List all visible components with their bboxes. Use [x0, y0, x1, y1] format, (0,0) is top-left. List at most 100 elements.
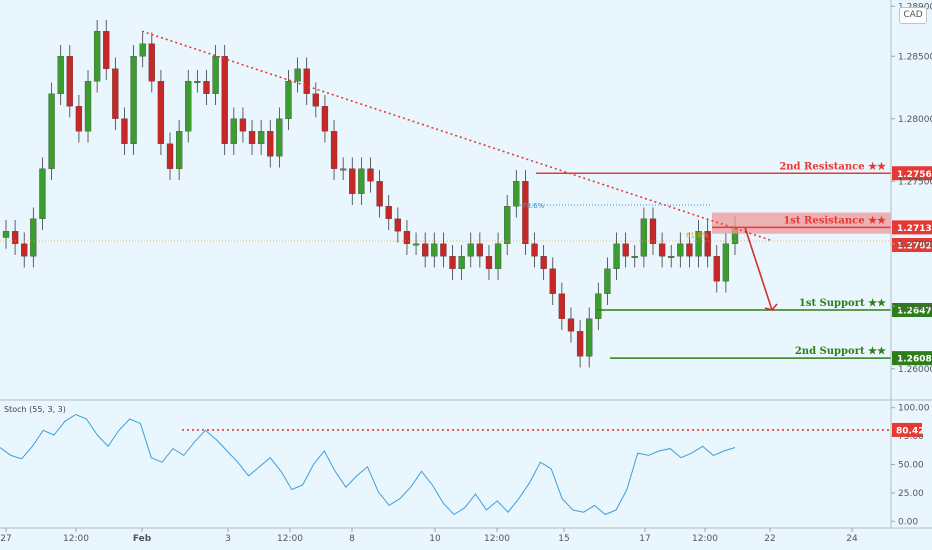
candle-body — [376, 181, 383, 207]
candle-body — [504, 206, 511, 244]
candle-body — [385, 206, 392, 219]
candle-body — [285, 81, 292, 119]
candle-body — [340, 168, 347, 171]
candle-body — [84, 81, 92, 132]
candle-body — [485, 256, 493, 269]
candle-body — [157, 81, 165, 144]
candle-body — [412, 243, 420, 246]
osc-tick-label: 0.00 — [898, 517, 918, 527]
candle-body — [567, 318, 575, 332]
candle-body — [513, 181, 520, 207]
candle-body — [613, 243, 620, 269]
osc-tick-label: 75.00 — [898, 432, 924, 442]
time-tick-label: 12:00 — [63, 534, 89, 544]
price-tick-label: 1.28500 — [898, 52, 932, 62]
fib-618-label: 61.8% — [686, 232, 709, 240]
candle-body — [57, 56, 64, 94]
candle-body — [586, 318, 593, 357]
level-price-tag — [892, 166, 932, 181]
candle-body — [458, 256, 465, 269]
level-name-label: 1st Resistance ★★ — [783, 215, 886, 226]
candle-body — [640, 218, 648, 257]
candle-body — [431, 243, 438, 257]
candle-body — [330, 131, 338, 169]
stochastic-line — [0, 413, 736, 516]
price-tick-label: 1.27500 — [898, 177, 932, 187]
candle-body — [321, 106, 329, 132]
forecast-arrow-line — [744, 227, 773, 311]
descending-trendline — [141, 30, 771, 241]
candle-body — [148, 43, 155, 82]
candle-body — [622, 243, 629, 257]
stoch-level-label: 80.42 — [896, 426, 924, 436]
candle-body — [93, 31, 101, 82]
candle-body — [558, 293, 566, 319]
level-price-label: 1.27564 — [897, 170, 932, 180]
candle-body — [166, 143, 174, 169]
candle-body — [212, 56, 219, 94]
candle-body — [668, 256, 675, 258]
level-price-tag — [892, 220, 932, 235]
candle-body — [312, 93, 319, 107]
candle-body — [48, 93, 55, 169]
candle-body — [704, 231, 711, 257]
level-price-tag — [892, 351, 932, 366]
candle-body — [75, 106, 83, 132]
candle-body — [494, 243, 502, 269]
candle-body — [248, 131, 256, 144]
stochastic-panel: Stoch (55, 3, 3) 100.00 75.00 50.00 25.00 0.0… — [0, 404, 930, 527]
candle-body — [658, 243, 666, 257]
candle-body — [11, 231, 19, 244]
candle-body — [194, 81, 201, 83]
price-axis: 1.26000 1.26500 1.27000 1.27500 1.28000 1.285… — [0, 0, 932, 528]
candle-body — [595, 293, 602, 319]
time-tick-label: 15 — [558, 534, 569, 544]
candle-body — [631, 256, 638, 258]
candle-body — [686, 243, 693, 257]
price-tick-label: 1.26500 — [898, 302, 932, 312]
candle-body — [695, 231, 702, 257]
candle-body — [677, 243, 684, 257]
time-tick-label: 10 — [429, 534, 441, 544]
candle-body — [394, 218, 401, 232]
candle-body — [576, 331, 584, 357]
candle-body — [522, 181, 529, 244]
candle-body — [358, 168, 365, 194]
osc-tick-label: 50.00 — [898, 461, 924, 471]
time-tick-label: 24 — [846, 534, 858, 544]
candle-body — [440, 243, 447, 257]
time-tick-label: 27 — [0, 534, 11, 544]
time-axis: 27 12:00 Feb 3 12:00 8 10 12:00 15 17 12:00 22 24 — [0, 527, 932, 544]
chart-overlays: 78.6% 61.8% 2nd Resistance ★★ 1.27564 1st Re… — [0, 30, 932, 366]
time-tick-label: 17 — [639, 534, 650, 544]
candle-body — [130, 56, 137, 144]
time-tick-label: 12:00 — [277, 534, 303, 544]
level-name-label: 1st Support ★★ — [799, 298, 886, 309]
currency-badge[interactable]: CAD — [899, 7, 927, 24]
currency-badge-label: CAD — [903, 10, 923, 20]
fib-786-label: 78.6% — [522, 202, 545, 210]
candle-body — [403, 231, 411, 244]
candle-body — [221, 56, 228, 144]
time-tick-label: 12:00 — [692, 534, 718, 544]
candle-body — [2, 231, 10, 238]
candle-body — [66, 56, 73, 107]
candle-body — [349, 168, 356, 194]
candle-body — [39, 168, 46, 219]
candle-body — [294, 68, 301, 82]
level-price-label: 1.26085 — [897, 355, 932, 365]
time-tick-label: 8 — [349, 534, 355, 544]
level-price-tag — [892, 303, 932, 317]
candle-body — [467, 243, 474, 257]
price-tick-label: 1.28000 — [898, 115, 932, 125]
candle-body — [422, 243, 429, 257]
candle-body — [112, 68, 119, 119]
candle-body — [121, 118, 128, 144]
price-tick-label: 1.27000 — [898, 240, 932, 250]
stoch-level-tag — [892, 422, 922, 437]
candle-body — [476, 243, 484, 257]
osc-tick-label: 100.00 — [898, 404, 930, 414]
indicator-label: Stoch (55, 3, 3) — [4, 405, 66, 414]
candlestick-series — [2, 20, 739, 368]
